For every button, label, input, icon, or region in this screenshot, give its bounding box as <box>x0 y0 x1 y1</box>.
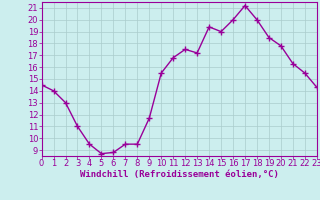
X-axis label: Windchill (Refroidissement éolien,°C): Windchill (Refroidissement éolien,°C) <box>80 170 279 179</box>
